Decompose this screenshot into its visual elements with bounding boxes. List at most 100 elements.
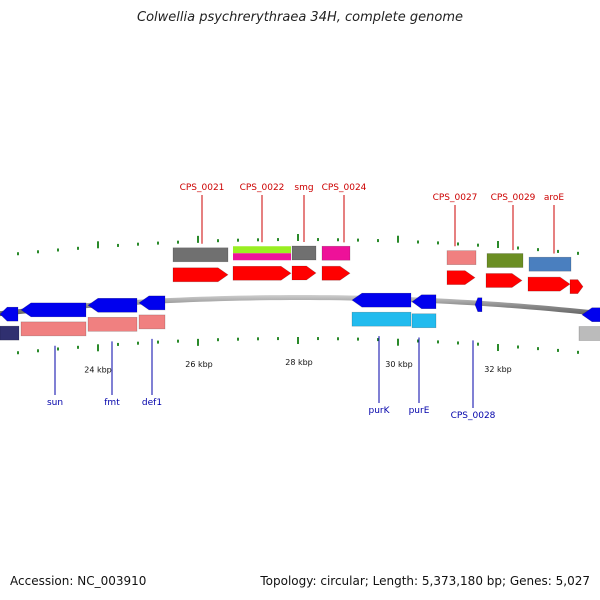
gene-label-bottom: purE bbox=[409, 406, 430, 416]
feature-box-sun bbox=[20, 321, 87, 337]
tick-mark-bottom bbox=[157, 340, 159, 344]
cds-arrow-fmt bbox=[87, 297, 138, 313]
tick-mark-bottom bbox=[457, 341, 459, 345]
tick-mark-bottom bbox=[57, 347, 59, 351]
gene-label-top: CPS_0029 bbox=[491, 193, 536, 203]
cds-arrow-cps0022 bbox=[232, 265, 292, 281]
tick-mark-bottom bbox=[137, 341, 139, 345]
tick-mark-top bbox=[437, 241, 439, 245]
feature-box-cps0027 bbox=[446, 250, 477, 265]
tick-mark-bottom bbox=[37, 349, 39, 353]
feature-box-pure bbox=[411, 313, 437, 329]
tick-mark-bottom bbox=[17, 351, 19, 355]
tick-mark-bottom bbox=[277, 337, 279, 341]
tick-mark-top bbox=[137, 242, 139, 246]
tick-mark-top bbox=[477, 243, 479, 247]
tick-mark-bottom bbox=[77, 345, 79, 349]
tick-mark-top bbox=[377, 239, 379, 243]
tick-mark-top bbox=[17, 252, 19, 256]
tick-mark-bottom bbox=[177, 339, 179, 343]
feature-box-fmt bbox=[87, 316, 138, 332]
tick-mark-top bbox=[97, 241, 99, 249]
feature-box-purk bbox=[351, 311, 412, 327]
gene-label-bottom: sun bbox=[47, 398, 63, 408]
tick-mark-top bbox=[557, 249, 559, 253]
tick-mark-top bbox=[457, 242, 459, 246]
tick-mark-bottom bbox=[537, 347, 539, 351]
tick-mark-top bbox=[337, 238, 339, 242]
tick-mark-top bbox=[517, 246, 519, 250]
feature-box-cps0021 bbox=[172, 247, 229, 263]
tick-mark-bottom bbox=[317, 337, 319, 341]
tick-mark-top bbox=[37, 250, 39, 254]
tick-mark-top bbox=[77, 246, 79, 250]
scale-label: 26 kbp bbox=[185, 360, 213, 369]
cds-arrow-cps0027 bbox=[446, 270, 476, 285]
tick-mark-top bbox=[537, 248, 539, 252]
tick-mark-top bbox=[397, 235, 399, 243]
tick-mark-top bbox=[277, 238, 279, 242]
cds-arrow-purk bbox=[351, 292, 412, 308]
tick-mark-bottom bbox=[237, 337, 239, 341]
scale-label: 30 kbp bbox=[385, 360, 413, 369]
cds-arrow-cps0021 bbox=[172, 267, 229, 283]
cds-arrow-cps0028 bbox=[474, 297, 483, 312]
tick-mark-bottom bbox=[357, 337, 359, 341]
accession-label: Accession: NC_003910 bbox=[10, 574, 147, 588]
tick-mark-top bbox=[417, 240, 419, 244]
feature-layer bbox=[0, 245, 600, 341]
tick-layer bbox=[17, 234, 579, 355]
feature-box-edge-left bbox=[0, 325, 20, 341]
tick-mark-top bbox=[357, 238, 359, 242]
tick-mark-top bbox=[197, 235, 199, 243]
label-layer: 24 kbp 26 kbp 28 kbp 30 kbp 32 kbp CPS_0021 CP… bbox=[47, 183, 564, 421]
feature-box-cps0022-lower bbox=[233, 253, 291, 261]
feature-box-cps0022-upper bbox=[233, 246, 291, 254]
tick-mark-bottom bbox=[377, 338, 379, 342]
cds-arrow-smg bbox=[291, 265, 317, 281]
cds-arrow-pure bbox=[411, 294, 437, 310]
cds-arrow-edge-right bbox=[569, 279, 584, 294]
tick-mark-bottom bbox=[197, 338, 199, 346]
gene-label-top: CPS_0022 bbox=[240, 183, 285, 193]
tick-mark-bottom bbox=[217, 338, 219, 342]
tick-mark-bottom bbox=[497, 344, 499, 352]
feature-box-def1 bbox=[138, 314, 166, 330]
scale-label: 24 kbp bbox=[84, 365, 112, 374]
gene-label-top: CPS_0024 bbox=[322, 183, 367, 193]
cds-arrow-sun bbox=[20, 302, 87, 318]
scale-label: 32 kbp bbox=[484, 365, 512, 374]
tick-mark-bottom bbox=[397, 338, 399, 346]
cds-arrow-cps0024 bbox=[321, 265, 351, 281]
tick-mark-bottom bbox=[257, 337, 259, 341]
tick-mark-top bbox=[177, 240, 179, 244]
feature-box-edge-far-right bbox=[578, 326, 600, 341]
gene-label-top: CPS_0027 bbox=[433, 193, 478, 203]
feature-box-aroe bbox=[528, 256, 572, 272]
gene-label-bottom: purK bbox=[368, 406, 390, 416]
tick-mark-top bbox=[237, 238, 239, 242]
tick-mark-bottom bbox=[417, 339, 419, 343]
genome-summary: Topology: circular; Length: 5,373,180 bp… bbox=[260, 574, 590, 588]
tick-mark-bottom bbox=[577, 350, 579, 354]
tick-mark-top bbox=[217, 239, 219, 243]
gene-label-top: smg bbox=[294, 183, 313, 193]
cds-arrow-def1 bbox=[138, 295, 166, 311]
tick-mark-top bbox=[257, 238, 259, 242]
tick-mark-bottom bbox=[557, 348, 559, 352]
tick-mark-bottom bbox=[117, 342, 119, 346]
cds-arrow-aroe bbox=[527, 276, 571, 292]
gene-label-top: CPS_0021 bbox=[180, 183, 225, 193]
tick-mark-top bbox=[157, 241, 159, 245]
gene-label-bottom: CPS_0028 bbox=[451, 411, 496, 421]
tick-mark-top bbox=[497, 241, 499, 249]
tick-mark-bottom bbox=[477, 342, 479, 346]
cds-arrow-edge-far-right bbox=[581, 307, 600, 322]
cds-arrow-edge-left bbox=[0, 306, 19, 322]
tick-mark-bottom bbox=[437, 340, 439, 344]
tick-mark-top bbox=[57, 248, 59, 252]
feature-box-smg bbox=[291, 245, 317, 261]
feature-box-cps0029 bbox=[486, 253, 524, 268]
tick-mark-top bbox=[577, 251, 579, 255]
